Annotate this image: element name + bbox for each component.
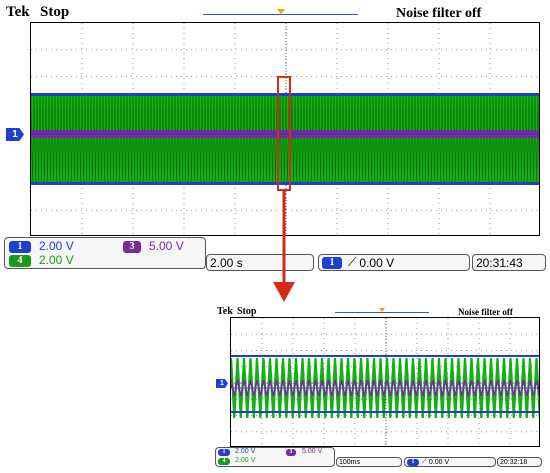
tek-logo: Tek xyxy=(6,4,30,20)
ch1-badge: 1 xyxy=(218,449,230,456)
timebase-cell[interactable]: 2.00 s xyxy=(206,254,314,271)
ch4-trace xyxy=(231,357,539,419)
waveform-display-main xyxy=(31,23,539,235)
ch3-scale[interactable]: 5.00 V xyxy=(302,448,323,455)
ch1-scale[interactable]: 2.00 V xyxy=(39,239,74,253)
ch1-scale[interactable]: 2.00 V xyxy=(235,448,256,455)
ch3-badge: 3 xyxy=(123,241,141,253)
waveform-display-zoomed xyxy=(231,318,539,446)
trigger-source-badge: 1 xyxy=(322,256,342,269)
clock-time: 20:31:43 xyxy=(476,255,523,270)
rising-edge-icon: ⟋ xyxy=(348,255,357,269)
run-state-label: Stop xyxy=(40,4,70,20)
trigger-position-icon xyxy=(277,9,285,14)
trigger-cell[interactable]: 1 ⟋ 0.00 V xyxy=(318,254,470,271)
ch1-badge: 1 xyxy=(9,241,31,253)
run-state-label: Stop xyxy=(237,306,257,317)
ch1-envelope-bottom xyxy=(31,182,539,185)
graticule-zoomed xyxy=(230,317,540,447)
ch1-ground-marker-icon[interactable]: 1 xyxy=(216,379,228,388)
record-position-bar xyxy=(203,14,358,15)
channel-scale-panel: 1 2.00 V 3 5.00 V 4 2.00 V xyxy=(4,237,206,269)
noise-filter-label: Noise filter off xyxy=(458,307,513,317)
timebase-value: 100ms xyxy=(339,458,361,466)
ch3-scale[interactable]: 5.00 V xyxy=(149,239,184,253)
ch4-badge: 4 xyxy=(218,458,230,465)
rising-edge-icon: ⟋ xyxy=(422,458,427,465)
scope-screen-zoomed: Tek Stop Noise filter off 1 1 2.00 V 3 5… xyxy=(213,305,550,473)
clock-cell: 20:32:18 xyxy=(497,457,542,467)
trigger-level: 0.00 V xyxy=(359,255,395,270)
noise-filter-label: Noise filter off xyxy=(396,6,482,21)
channel-scale-panel: 1 2.00 V 3 5.00 V 4 2.00 V xyxy=(215,447,335,467)
ch1-envelope-top xyxy=(31,93,539,96)
trigger-source-badge: 1 xyxy=(407,458,419,466)
tek-logo: Tek xyxy=(217,306,233,317)
trigger-level: 0.00 V xyxy=(428,458,450,466)
clock-cell: 20:31:43 xyxy=(472,254,546,271)
ch3-badge: 3 xyxy=(286,449,296,456)
ch4-scale[interactable]: 2.00 V xyxy=(235,457,256,464)
trigger-position-icon xyxy=(379,308,385,312)
timebase-cell[interactable]: 100ms xyxy=(336,457,402,467)
ch4-scale[interactable]: 2.00 V xyxy=(39,253,74,267)
trigger-cell[interactable]: 1 ⟋ 0.00 V xyxy=(404,457,496,467)
ch4-trace xyxy=(31,94,539,184)
ch1-ground-marker-icon[interactable]: 1 xyxy=(6,128,24,141)
zoom-arrow-icon xyxy=(273,190,295,302)
record-position-bar xyxy=(335,312,429,313)
clock-time: 20:32:18 xyxy=(500,458,528,466)
ch3-trace xyxy=(231,379,539,397)
timebase-value: 2.00 s xyxy=(210,255,243,270)
ch4-badge: 4 xyxy=(9,255,31,267)
zoom-region-highlight xyxy=(277,76,291,191)
